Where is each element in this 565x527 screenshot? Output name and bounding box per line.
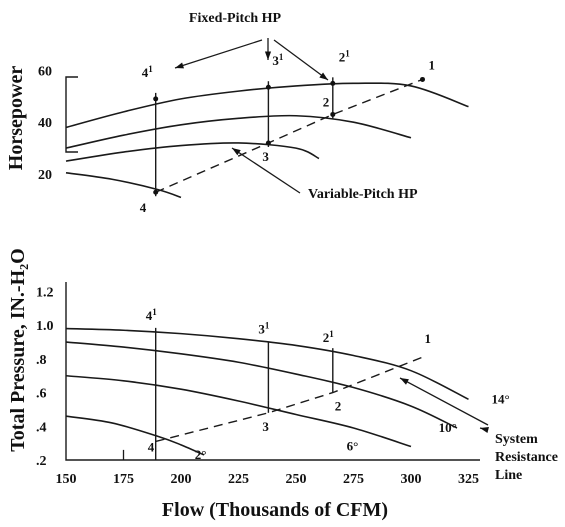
tp-ytick-0: 1.2 — [36, 285, 54, 300]
system-resistance-label-3: Line — [495, 468, 522, 483]
hp-marker-label-5: 3 — [262, 149, 269, 164]
hp-title-arrow-3 — [273, 39, 329, 81]
tp-xlabel: Flow (Thousands of CFM) — [162, 499, 388, 521]
system-resistance-pointer-head — [480, 427, 489, 434]
tp-xtick-300: 300 — [401, 472, 422, 487]
hp-marker-label-6: 4 — [140, 200, 147, 215]
hp-curve-1 — [65, 82, 469, 129]
hp-marker-2 — [330, 111, 336, 117]
tp-marker-label-6: 4 — [148, 439, 155, 454]
hp-ylabel: Horsepower — [5, 66, 27, 171]
hp-curve-4 — [65, 171, 182, 199]
tp-curve-1 — [65, 327, 469, 401]
hp-marker-3 — [265, 140, 271, 146]
tp-xtick-325: 325 — [458, 472, 479, 487]
pitch-label-1: 10° — [439, 420, 457, 435]
tp-marker-label-0: 41 — [146, 307, 158, 323]
hp-marker-label-1: 31 — [272, 52, 284, 68]
variable-pitch-line — [155, 78, 423, 193]
pitch-label-2: 6° — [347, 439, 359, 454]
system-resistance-arrow-head — [400, 378, 409, 385]
hp-marker-label-4: 2 — [323, 94, 330, 109]
system-resistance-label-2: Resistance — [495, 450, 558, 465]
hp-ytick-60: 60 — [38, 64, 52, 79]
hp-curve-3 — [65, 142, 320, 162]
tp-ytick-4: .4 — [36, 420, 47, 435]
system-resistance-label-1: System — [495, 432, 538, 447]
hp-title-arrow-1 — [174, 39, 263, 69]
variable-pitch-arrow — [231, 147, 301, 194]
hp-marker-4-prime — [153, 96, 159, 102]
tp-xtick-150: 150 — [56, 472, 77, 487]
system-resistance-arrow — [399, 377, 489, 426]
tp-axes — [65, 282, 480, 461]
hp-ytick-40: 40 — [38, 116, 52, 131]
hp-title-arrow-1-head — [175, 62, 184, 69]
tp-ytick-1: 1.0 — [36, 319, 54, 334]
hp-marker-label-0: 41 — [142, 64, 154, 80]
tp-ytick-5: .2 — [36, 454, 47, 469]
tp-ytick-3: .6 — [36, 387, 47, 402]
hp-ytick-20: 20 — [38, 168, 52, 183]
tp-xtick-275: 275 — [343, 472, 364, 487]
hp-marker-2-prime — [330, 80, 336, 86]
hp-title: Fixed-Pitch HP — [189, 11, 282, 26]
hp-marker-label-2: 21 — [339, 48, 351, 64]
tp-xtick-225: 225 — [228, 472, 249, 487]
tp-curve-4 — [65, 415, 205, 456]
tp-curve-2 — [65, 341, 458, 429]
tp-marker-label-4: 2 — [335, 399, 342, 414]
hp-axis-line — [65, 76, 78, 153]
hp-title-arrow-3-head — [319, 72, 328, 80]
tp-xtick-250: 250 — [286, 472, 307, 487]
variable-pitch-label: Variable-Pitch HP — [308, 187, 418, 202]
tp-ytick-2: .8 — [36, 353, 47, 368]
tp-marker-label-3: 1 — [425, 331, 432, 346]
tp-ylabel: Total Pressure, IN.-H₂O — [7, 248, 29, 451]
tp-xtick-175: 175 — [113, 472, 134, 487]
hp-marker-3-prime — [265, 84, 271, 90]
tp-curve-3 — [65, 374, 412, 448]
tp-marker-label-1: 31 — [258, 320, 270, 336]
hp-marker-1 — [420, 76, 425, 82]
variable-pitch-arrow-head — [232, 148, 241, 156]
hp-title-arrow-2-head — [264, 51, 272, 60]
system-resistance-line — [155, 356, 423, 443]
pitch-label-0: 14° — [492, 391, 510, 406]
hp-marker-4 — [153, 189, 159, 195]
tp-xtick-200: 200 — [171, 472, 192, 487]
tp-marker-label-5: 3 — [262, 419, 269, 434]
hp-curve-2 — [65, 114, 412, 149]
hp-marker-label-3: 1 — [429, 57, 436, 72]
pitch-label-3: 2° — [195, 447, 207, 462]
tp-marker-label-2: 21 — [323, 329, 335, 345]
